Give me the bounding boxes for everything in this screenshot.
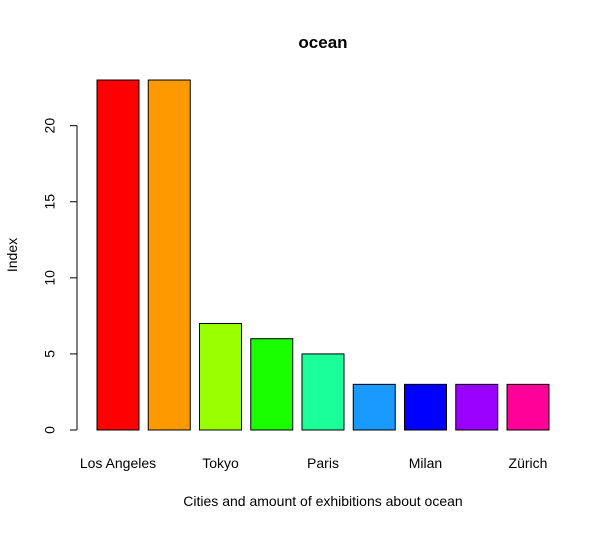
chart-title: ocean xyxy=(298,33,347,52)
x-category-label: Tokyo xyxy=(202,455,239,471)
bar xyxy=(199,322,242,431)
y-tick-label: 5 xyxy=(42,350,58,358)
bar xyxy=(96,79,140,431)
bar xyxy=(301,353,345,431)
y-axis-label: Index xyxy=(4,238,20,272)
y-tick-label: 20 xyxy=(42,118,58,134)
x-category-label: Los Angeles xyxy=(80,455,156,471)
bar xyxy=(506,383,550,431)
bar xyxy=(404,383,447,431)
x-axis-label: Cities and amount of exhibitions about o… xyxy=(183,493,462,509)
bars-group xyxy=(96,79,550,431)
category-labels: Los Angeles Tokyo Paris Milan Zürich xyxy=(80,455,548,471)
y-axis: 0 5 10 15 20 xyxy=(42,118,78,434)
x-category-label: Paris xyxy=(307,455,339,471)
x-category-label: Zürich xyxy=(509,455,548,471)
bar xyxy=(455,383,499,431)
bar xyxy=(250,338,294,431)
x-category-label: Milan xyxy=(409,455,442,471)
bar xyxy=(147,79,191,431)
y-tick-label: 10 xyxy=(42,270,58,286)
y-tick-label: 0 xyxy=(42,426,58,434)
bar xyxy=(352,383,396,431)
y-tick-label: 15 xyxy=(42,194,58,210)
